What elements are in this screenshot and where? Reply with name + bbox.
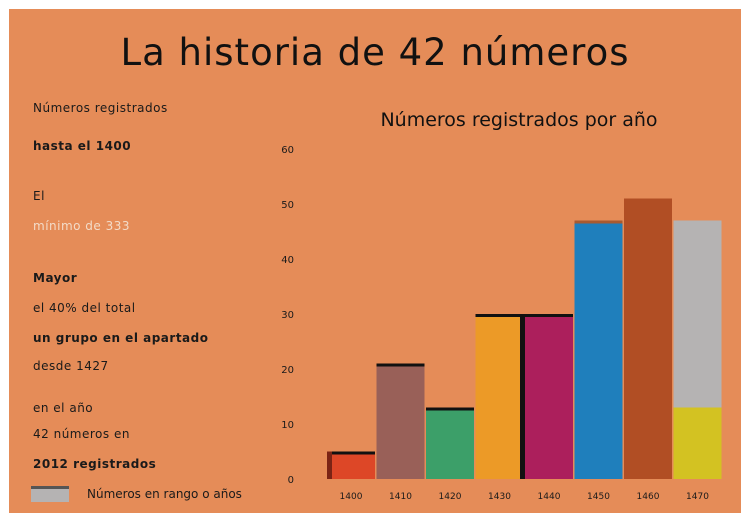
bar-top-edge <box>426 407 474 411</box>
bar-chart: 0 10 20 30 40 50 60 1400 1410 1420 1430 1440 1450 146… <box>281 145 722 502</box>
y-tick-label: 20 <box>281 365 294 376</box>
bar-side-edge <box>520 314 525 479</box>
annotation-note: un grupo en el apartado <box>33 331 209 345</box>
bar <box>327 451 375 479</box>
bar-top-edge <box>574 220 623 224</box>
bar-top-edge <box>525 314 573 317</box>
y-tick-label: 60 <box>281 145 294 156</box>
chart-title: Números registrados por año <box>380 109 658 131</box>
bar-top-edge <box>475 314 524 317</box>
x-tick-label: 1440 <box>538 492 561 502</box>
bar <box>624 198 672 479</box>
x-tick-label: 1400 <box>340 492 363 502</box>
legend-swatch <box>31 486 69 502</box>
x-tick-label: 1460 <box>637 492 660 502</box>
x-tick-label: 1470 <box>686 492 709 502</box>
y-tick-label: 50 <box>281 200 294 211</box>
bar-side-edge <box>327 451 332 479</box>
main-title: La historia de 42 números <box>120 31 630 74</box>
infographic-panel: La historia de 42 números Números regist… <box>9 9 741 513</box>
annotation-note: 2012 registrados <box>33 457 157 471</box>
y-tick-label: 30 <box>281 310 294 321</box>
bar-top-edge <box>624 198 672 202</box>
bar <box>475 314 524 479</box>
x-tick-label: 1430 <box>488 492 511 502</box>
annotation-note: desde 1427 <box>33 359 109 373</box>
x-tick-label: 1420 <box>439 492 462 502</box>
bar-lower-segment <box>673 407 722 479</box>
annotation-note: en el año <box>33 401 94 415</box>
y-tick-label: 40 <box>281 255 294 266</box>
annotation-note: el 40% del total <box>33 301 136 315</box>
bar-top-edge <box>376 363 425 367</box>
bar <box>525 314 573 479</box>
annotation-note: Mayor <box>33 271 78 285</box>
bar-top-edge <box>673 220 722 224</box>
annotation-note: El <box>33 189 45 203</box>
x-tick-label: 1450 <box>587 492 610 502</box>
annotation-note: 42 números en <box>33 427 130 441</box>
bar <box>574 220 623 479</box>
y-tick-label: 0 <box>288 475 294 486</box>
bar-top-edge <box>327 451 375 455</box>
annotation-note: hasta el 1400 <box>33 139 132 153</box>
legend-label: Números en rango o años <box>87 487 242 501</box>
annotation-note: Números registrados <box>33 101 168 115</box>
bar <box>426 407 474 479</box>
y-tick-label: 10 <box>281 420 294 431</box>
x-tick-label: 1410 <box>389 492 412 502</box>
annotation-note: mínimo de 333 <box>33 219 131 233</box>
bar <box>376 363 425 479</box>
